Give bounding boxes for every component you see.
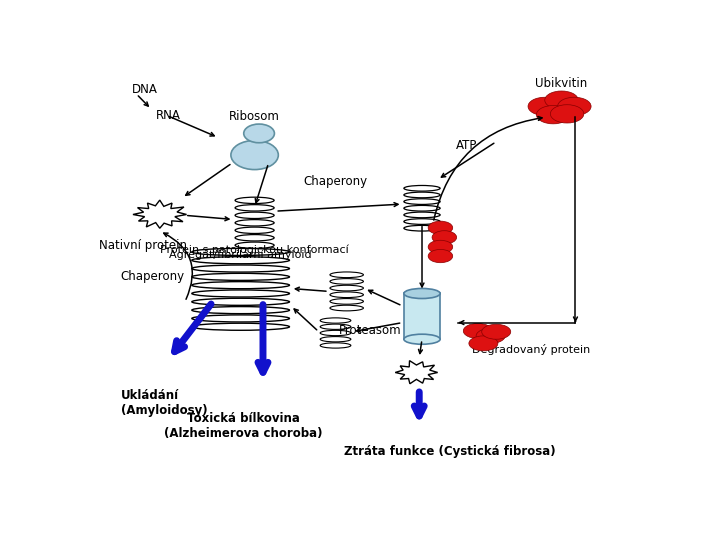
Ellipse shape	[404, 334, 440, 345]
Ellipse shape	[557, 97, 591, 116]
Ellipse shape	[404, 192, 440, 198]
Ellipse shape	[244, 124, 274, 143]
FancyBboxPatch shape	[404, 294, 440, 339]
Text: Chaperony: Chaperony	[121, 271, 185, 284]
Ellipse shape	[192, 290, 289, 297]
Ellipse shape	[428, 240, 453, 254]
Ellipse shape	[330, 305, 364, 311]
Text: Protein s patologickou konformací: Protein s patologickou konformací	[161, 245, 349, 255]
Ellipse shape	[330, 299, 364, 304]
Ellipse shape	[192, 307, 289, 314]
Text: Ztráta funkce (Cystická fibrosa): Ztráta funkce (Cystická fibrosa)	[344, 446, 556, 458]
Ellipse shape	[235, 227, 274, 233]
Ellipse shape	[330, 279, 364, 284]
Ellipse shape	[192, 265, 289, 272]
Text: DNA: DNA	[132, 83, 158, 96]
Ellipse shape	[404, 288, 440, 299]
Ellipse shape	[469, 336, 498, 351]
Text: Ukládání
(Amyloidosy): Ukládání (Amyloidosy)	[121, 389, 207, 417]
Ellipse shape	[482, 324, 510, 339]
Ellipse shape	[192, 315, 289, 322]
Text: RNA: RNA	[156, 109, 181, 122]
Ellipse shape	[192, 273, 289, 280]
Ellipse shape	[320, 343, 351, 348]
Ellipse shape	[330, 292, 364, 298]
Text: Agregát/fibrilární amyloid: Agregát/fibrilární amyloid	[169, 249, 312, 260]
Ellipse shape	[550, 105, 584, 123]
Ellipse shape	[476, 328, 505, 343]
Ellipse shape	[432, 231, 456, 244]
Text: Degradovaný protein: Degradovaný protein	[472, 344, 590, 355]
Polygon shape	[395, 361, 438, 384]
Ellipse shape	[192, 248, 289, 255]
Ellipse shape	[192, 323, 289, 330]
Ellipse shape	[192, 256, 289, 264]
Text: Ubikvitin: Ubikvitin	[536, 77, 588, 90]
Text: Chaperony: Chaperony	[303, 175, 368, 188]
Text: Proteasom: Proteasom	[338, 325, 401, 338]
Ellipse shape	[235, 205, 274, 211]
Ellipse shape	[235, 242, 274, 248]
Ellipse shape	[235, 220, 274, 226]
Text: ATP: ATP	[456, 139, 477, 152]
Ellipse shape	[404, 219, 440, 225]
Ellipse shape	[320, 336, 351, 342]
Ellipse shape	[404, 225, 440, 231]
Ellipse shape	[320, 330, 351, 336]
Ellipse shape	[536, 105, 570, 124]
Ellipse shape	[330, 272, 364, 278]
Ellipse shape	[404, 185, 440, 191]
Text: Nativní protein: Nativní protein	[99, 239, 187, 252]
Ellipse shape	[545, 91, 578, 109]
Ellipse shape	[235, 234, 274, 241]
Ellipse shape	[404, 199, 440, 205]
Ellipse shape	[428, 221, 453, 234]
Ellipse shape	[192, 282, 289, 289]
Text: Toxická bílkovina
(Alzheimerova choroba): Toxická bílkovina (Alzheimerova choroba)	[164, 412, 323, 440]
Ellipse shape	[404, 205, 440, 211]
Ellipse shape	[231, 140, 279, 170]
Ellipse shape	[463, 323, 492, 339]
Ellipse shape	[330, 285, 364, 291]
Ellipse shape	[404, 212, 440, 218]
Ellipse shape	[428, 249, 453, 263]
Polygon shape	[133, 200, 186, 228]
Ellipse shape	[235, 212, 274, 219]
Text: Ribosom: Ribosom	[229, 110, 280, 123]
Ellipse shape	[528, 97, 562, 116]
Ellipse shape	[320, 318, 351, 323]
Ellipse shape	[235, 197, 274, 204]
Ellipse shape	[192, 298, 289, 305]
Ellipse shape	[320, 324, 351, 329]
